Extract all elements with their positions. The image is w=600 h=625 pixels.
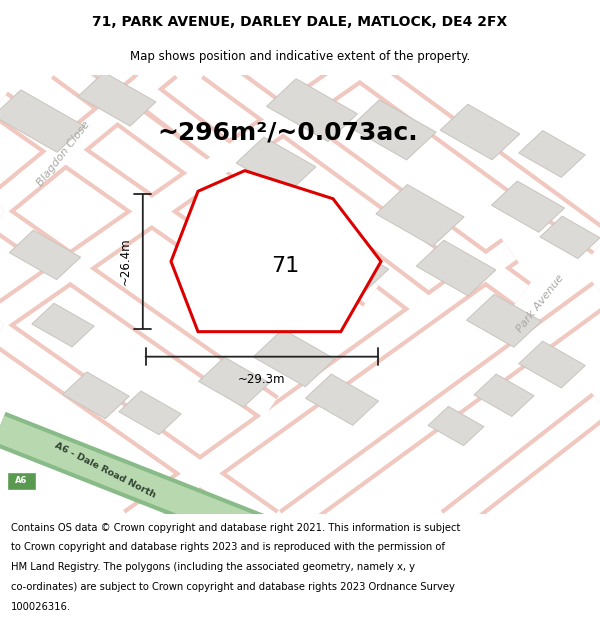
Polygon shape bbox=[199, 357, 269, 407]
Text: to Crown copyright and database rights 2023 and is reproduced with the permissio: to Crown copyright and database rights 2… bbox=[11, 542, 445, 552]
Text: ~29.3m: ~29.3m bbox=[238, 373, 286, 386]
Text: 71: 71 bbox=[271, 256, 299, 276]
Text: 100026316.: 100026316. bbox=[11, 602, 71, 612]
Polygon shape bbox=[491, 181, 565, 232]
Polygon shape bbox=[171, 171, 381, 332]
Polygon shape bbox=[416, 240, 496, 296]
Polygon shape bbox=[474, 374, 534, 416]
Text: Park Avenue: Park Avenue bbox=[514, 272, 566, 334]
Polygon shape bbox=[63, 372, 129, 419]
Polygon shape bbox=[467, 294, 541, 347]
Text: Contains OS data © Crown copyright and database right 2021. This information is : Contains OS data © Crown copyright and d… bbox=[11, 522, 460, 532]
Polygon shape bbox=[253, 200, 335, 258]
Polygon shape bbox=[519, 131, 585, 178]
Polygon shape bbox=[307, 239, 389, 297]
Polygon shape bbox=[0, 90, 85, 152]
Polygon shape bbox=[540, 216, 600, 259]
Polygon shape bbox=[440, 104, 520, 160]
Text: ~26.4m: ~26.4m bbox=[119, 238, 132, 285]
Polygon shape bbox=[266, 79, 358, 141]
Text: ~296m²/~0.073ac.: ~296m²/~0.073ac. bbox=[158, 120, 418, 144]
Polygon shape bbox=[305, 374, 379, 425]
Polygon shape bbox=[376, 184, 464, 246]
FancyBboxPatch shape bbox=[7, 472, 36, 489]
Text: A6 - Dale Road North: A6 - Dale Road North bbox=[53, 441, 157, 499]
Polygon shape bbox=[350, 100, 436, 160]
Text: 71, PARK AVENUE, DARLEY DALE, MATLOCK, DE4 2FX: 71, PARK AVENUE, DARLEY DALE, MATLOCK, D… bbox=[92, 16, 508, 29]
Text: A6: A6 bbox=[16, 476, 28, 486]
Polygon shape bbox=[428, 406, 484, 446]
Polygon shape bbox=[10, 230, 80, 279]
Polygon shape bbox=[253, 329, 335, 387]
Text: co-ordinates) are subject to Crown copyright and database rights 2023 Ordnance S: co-ordinates) are subject to Crown copyr… bbox=[11, 582, 455, 592]
Text: Blagdon Close: Blagdon Close bbox=[35, 119, 91, 188]
Text: Map shows position and indicative extent of the property.: Map shows position and indicative extent… bbox=[130, 50, 470, 62]
Polygon shape bbox=[78, 72, 156, 126]
Text: HM Land Registry. The polygons (including the associated geometry, namely x, y: HM Land Registry. The polygons (includin… bbox=[11, 562, 415, 572]
Polygon shape bbox=[32, 303, 94, 347]
Polygon shape bbox=[519, 341, 585, 388]
Polygon shape bbox=[119, 391, 181, 435]
Polygon shape bbox=[236, 137, 316, 192]
